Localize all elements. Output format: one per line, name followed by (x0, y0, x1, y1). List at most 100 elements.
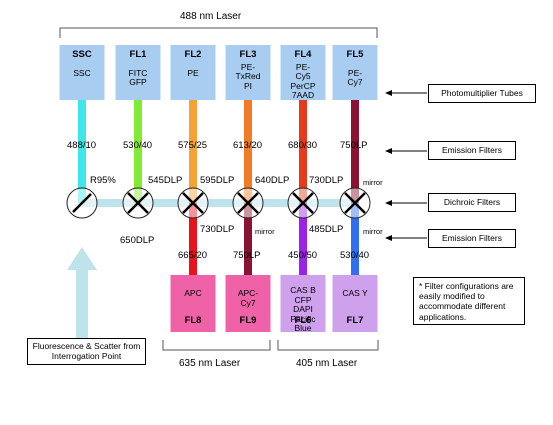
detector-label: PE- (295, 61, 311, 72)
detector-title: SSC (72, 49, 92, 60)
detector-text-fl5: FL5 PE- Cy7 (333, 49, 378, 88)
emission-path-fl6 (299, 203, 307, 275)
detector-label: CAS B (290, 285, 316, 295)
dichroic-lower-label-2: mirror (255, 227, 275, 236)
detector-label: SSC (73, 67, 91, 78)
emission-filter-fl8: 665/20 (178, 250, 208, 261)
dichroic-cross-b-5 (292, 192, 314, 214)
callout-fluorescence-source: Fluorescence & Scatter from Interrogatio… (27, 338, 146, 365)
dichroic-label-4: 640DLP (255, 175, 290, 186)
dichroic-cross-b-3 (182, 192, 204, 214)
emission-path-ssc (78, 99, 86, 203)
laser-405-bracket (277, 340, 379, 351)
emission-filter-fl7: 530/40 (340, 250, 370, 261)
laser-635-bracket (162, 340, 271, 351)
emission-path-fl5 (351, 99, 359, 203)
detector-label: PE- (240, 61, 256, 72)
emission-path-fl3 (244, 99, 252, 203)
emission-top-arrow-head (385, 148, 392, 154)
detector-title-fl9: FL9 (239, 315, 257, 326)
dichroic-label-3: 595DLP (200, 175, 235, 186)
detector-label: Blue (294, 323, 312, 334)
emission-path-fl7 (351, 203, 359, 275)
detector-box-fl4 (280, 45, 326, 100)
detector-box-fl5 (332, 45, 378, 100)
detector-text-fl3: FL3 PE- TxRed PI (226, 49, 271, 91)
detector-box-fl8 (170, 275, 216, 332)
detector-title-fl7: FL7 (346, 315, 364, 326)
dichroic-cross-b-6 (344, 192, 366, 214)
emission-filter-fl3: 613/20 (233, 140, 263, 151)
dichroic-label-1: R95% (90, 175, 116, 186)
dichroic-lower-label-3: 485DLP (309, 224, 344, 235)
detector-label: DAPI (293, 304, 313, 315)
detector-label: PE- (347, 67, 363, 78)
dichroic-arrow-head (385, 200, 392, 206)
input-beam-arrow (67, 247, 97, 347)
dichroic-label-2: 545DLP (148, 175, 183, 186)
emission-filter-fl2: 575/25 (178, 140, 208, 151)
emission-filter-fl1: 530/40 (123, 140, 153, 151)
detector-title: FL2 (184, 49, 202, 60)
emission-filter-ssc: 488/10 (67, 140, 97, 151)
laser-488-bracket (59, 27, 378, 38)
emission-filter-fl4: 680/30 (288, 140, 318, 151)
detector-label: GFP (129, 77, 147, 88)
detector-text-fl6: CAS B CFP DAPI Pacific Blue (281, 285, 326, 334)
dichroic-lower-label-1: 730DLP (200, 224, 235, 235)
detector-text-ssc: SSC SSC (60, 49, 105, 78)
detector-text-fl7: CAS Y (333, 288, 378, 299)
detector-box-fl6 (280, 275, 326, 332)
callout-photomultiplier-tubes: Photomultiplier Tubes (428, 84, 536, 103)
detector-box-fl7 (332, 275, 378, 332)
detector-label: Cy5 (295, 71, 311, 82)
detector-box-fl2 (170, 45, 216, 100)
horizontal-beam (82, 199, 355, 207)
emission-path-fl2 (189, 99, 197, 203)
filter-config-note: * Filter configurations are easily modif… (413, 277, 525, 325)
detector-box-fl9 (225, 275, 271, 332)
detector-text-fl9: APC- Cy7 (226, 288, 271, 308)
detector-label: CFP (294, 294, 312, 305)
callout-dichroic-filters: Dichroic Filters (428, 193, 516, 212)
detector-text-fl4: FL4 PE- Cy5 PerCP 7AAD (281, 49, 326, 101)
laser-488-label: 488 nm Laser (180, 11, 242, 22)
emission-path-fl9 (244, 203, 252, 275)
detector-box-fl3 (225, 45, 271, 100)
emission-bottom-arrow-head (385, 235, 392, 241)
detector-text-fl2: FL2 PE (171, 49, 216, 78)
callout-emission-filters-bottom: Emission Filters (428, 229, 516, 248)
detector-label: FITC (128, 67, 148, 78)
pmt-arrow-head (385, 90, 392, 96)
detector-title-fl6: FL6 (294, 315, 312, 326)
detector-label: TxRed (235, 71, 261, 82)
emission-path-fl4 (299, 99, 307, 203)
emission-filter-fl9: 750LP (233, 250, 261, 261)
detector-title: FL1 (129, 49, 147, 60)
detector-text-fl8: APC (171, 288, 216, 299)
detector-title-fl8: FL8 (184, 315, 202, 326)
detector-box-ssc (59, 45, 105, 100)
detector-label: Cy7 (240, 297, 256, 308)
emission-path-fl1 (134, 99, 142, 203)
callout-emission-filters-top: Emission Filters (428, 141, 516, 160)
emission-filter-fl5: 750LP (340, 140, 368, 151)
detector-title: FL4 (294, 49, 312, 60)
detector-label: APC- (237, 288, 259, 298)
dichroic-label-6: mirror (363, 178, 383, 187)
dichroic-cross-b-4 (237, 192, 259, 214)
detector-label: CAS Y (342, 288, 368, 298)
detector-title: FL3 (239, 49, 257, 60)
dichroic-650-label: 650DLP (120, 235, 155, 246)
dichroic-cross-b-2 (127, 192, 149, 214)
detector-label: APC (184, 288, 202, 298)
laser-405-label: 405 nm Laser (296, 358, 358, 369)
detector-label: Pacific (290, 313, 316, 324)
detector-label: PE (187, 67, 199, 78)
dichroic-label-5: 730DLP (309, 175, 344, 186)
emission-path-fl8 (189, 203, 197, 275)
detector-label: PI (243, 80, 253, 91)
detector-title: FL5 (346, 49, 364, 60)
